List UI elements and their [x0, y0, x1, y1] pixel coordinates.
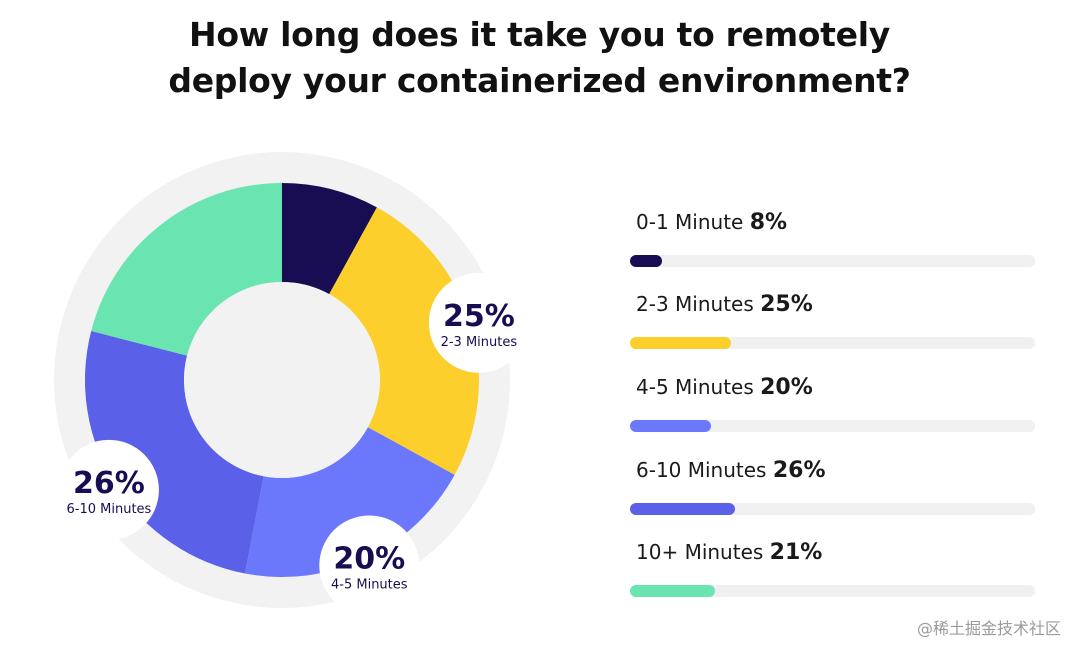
callout-bubble	[58, 439, 159, 540]
callout-percent-label: 20%	[333, 541, 405, 576]
legend-category-label: 2-3 Minutes	[636, 292, 754, 316]
legend-percent-label: 21%	[769, 540, 823, 565]
legend-bar-track	[630, 585, 1035, 597]
legend-percent-label: 25%	[760, 292, 813, 317]
donut-slice-0-1-minute	[282, 183, 377, 295]
watermark: @稀土掘金技术社区	[916, 619, 1061, 638]
callout-category-label: 6-10 Minutes	[67, 502, 152, 517]
legend-percent-label: 26%	[772, 458, 826, 483]
callout-4-5-minutes: 20%4-5 Minutes	[319, 515, 420, 616]
callout-category-label: 4-5 Minutes	[331, 577, 408, 592]
donut-chart: 25%2-3 Minutes 20%4-5 Minutes 26%6-10 Minu…	[54, 152, 529, 616]
legend-item-text: 2-3 Minutes 25%	[636, 292, 813, 317]
legend-bar-fill	[630, 585, 716, 597]
callout-6-10-minutes: 26%6-10 Minutes	[58, 439, 159, 540]
legend-item-text: 10+ Minutes 21%	[636, 540, 822, 565]
donut-slice-6-10-minutes	[85, 331, 264, 574]
callout-category-label: 2-3 Minutes	[441, 335, 518, 350]
legend-bar-track	[630, 337, 1035, 349]
donut-slice-10-plus-minutes	[91, 183, 282, 356]
callout-percent-label: 25%	[443, 299, 515, 334]
chart-title: How long does it take you to remotely de…	[0, 12, 1079, 104]
legend-item-text: 4-5 Minutes 20%	[636, 375, 813, 400]
donut-slice-4-5-minutes	[245, 427, 455, 577]
donut-slice-2-3-minutes	[329, 207, 479, 475]
legend-bar-fill	[630, 420, 711, 432]
legend-percent-label: 8%	[749, 210, 788, 235]
legend-bar-fill	[630, 337, 732, 349]
legend-bar-track	[630, 503, 1035, 515]
legend-category-label: 6-10 Minutes	[636, 458, 767, 482]
legend-category-label: 10+ Minutes	[636, 540, 764, 564]
legend-category-label: 0-1 Minute	[636, 210, 744, 234]
callout-bubble	[428, 272, 529, 373]
legend-bar-track	[630, 420, 1035, 432]
chart-title-line-1: How long does it take you to remotely	[189, 15, 890, 54]
legend-item-text: 6-10 Minutes 26%	[636, 458, 826, 483]
donut-callouts: 25%2-3 Minutes 20%4-5 Minutes 26%6-10 Minu…	[58, 272, 529, 616]
callout-percent-label: 26%	[73, 466, 145, 501]
legend-category-label: 4-5 Minutes	[636, 375, 754, 399]
legend-bar-fill	[630, 503, 736, 515]
legend-percent-label: 20%	[760, 375, 813, 400]
donut-hole	[184, 282, 380, 478]
legend-bar-track	[630, 255, 1035, 267]
legend-item-text: 0-1 Minute 8%	[636, 210, 787, 235]
callout-bubble	[319, 515, 420, 616]
chart-title-line-2: deploy your containerized environment?	[168, 61, 911, 100]
donut-slices	[85, 183, 479, 577]
callout-2-3-minutes: 25%2-3 Minutes	[428, 272, 529, 373]
legend-bar-fill	[630, 255, 663, 267]
